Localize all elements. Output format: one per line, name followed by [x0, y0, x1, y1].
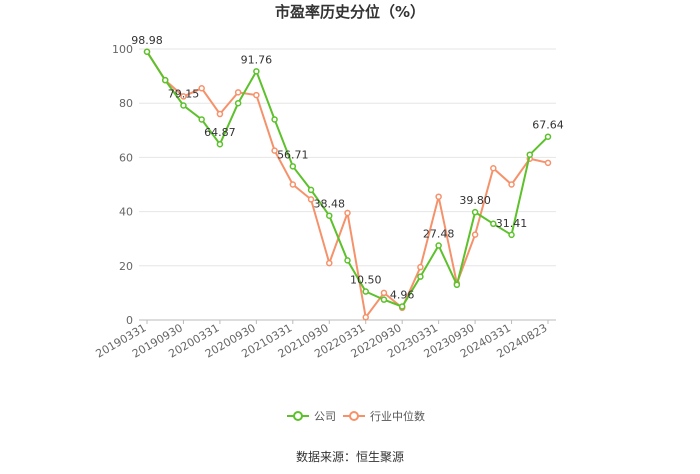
data-point [344, 209, 351, 217]
y-axis-ticks: 0 20 40 60 80 100 [112, 43, 133, 327]
legend-industry-median[interactable]: 行业中位数 [343, 409, 425, 423]
data-point [234, 99, 242, 107]
data-point [471, 208, 479, 216]
data-point [289, 181, 297, 188]
data-point [143, 48, 151, 56]
series-lines [143, 48, 552, 321]
data-point [453, 281, 461, 289]
y-tick-label: 60 [119, 151, 133, 164]
data-point [490, 164, 497, 172]
data-point [526, 151, 534, 158]
data-point [544, 159, 552, 167]
series-line [146, 51, 549, 320]
data-point [398, 303, 406, 310]
data-point [253, 91, 260, 99]
series-line [146, 51, 549, 308]
legend-label: 行业中位数 [370, 409, 425, 423]
y-tick-label: 100 [112, 43, 133, 56]
data-point [471, 231, 479, 238]
data-label: 27.48 [423, 228, 455, 241]
data-label: 79.15 [168, 88, 200, 101]
data-label: 98.98 [131, 34, 163, 47]
data-point [216, 140, 224, 148]
data-point [161, 76, 169, 84]
x-axis: 2019033120190930202003312020093020210331… [94, 319, 556, 361]
data-label: 38.48 [314, 198, 346, 211]
data-label: 31.41 [496, 217, 528, 230]
data-point [417, 273, 424, 280]
data-point [289, 163, 297, 170]
data-label: 10.50 [350, 274, 382, 287]
legend[interactable]: 公司 行业中位数 [287, 409, 425, 423]
legend-company[interactable]: 公司 [287, 410, 336, 423]
series-industry-median [143, 48, 552, 321]
legend-marker [349, 411, 359, 421]
data-label: 64.87 [204, 126, 236, 139]
data-point [508, 231, 515, 239]
data-point [253, 68, 260, 75]
legend-marker [293, 411, 303, 421]
y-tick-label: 80 [119, 97, 133, 110]
y-tick-label: 0 [126, 314, 133, 327]
data-point [180, 93, 187, 100]
data-label: 91.76 [241, 53, 273, 66]
data-label: 67.64 [532, 119, 564, 132]
data-point [326, 212, 333, 219]
data-point [435, 242, 442, 249]
data-point [544, 133, 552, 140]
series-company [143, 48, 552, 310]
y-tick-label: 20 [119, 260, 133, 273]
data-label: 56.71 [277, 148, 309, 161]
data-point [271, 116, 278, 123]
data-point [362, 314, 369, 321]
data-point [271, 147, 278, 154]
legend-label: 公司 [314, 410, 336, 423]
data-label: 4.96 [390, 289, 415, 302]
data-point [344, 257, 351, 264]
data-source: 数据来源：恒生聚源 [295, 450, 404, 464]
data-label: 39.80 [459, 194, 491, 207]
y-tick-label: 40 [119, 206, 133, 219]
data-point [307, 196, 315, 203]
data-point [307, 186, 315, 194]
data-point [234, 89, 242, 96]
data-point [490, 220, 497, 228]
data-point [435, 193, 442, 200]
data-point [508, 181, 515, 188]
data-point [362, 288, 369, 295]
data-point [198, 116, 205, 123]
data-point [326, 259, 333, 267]
data-point [417, 263, 424, 271]
data-labels: 98.98 79.15 64.87 91.76 56.71 38.48 10.50 4.96 2… [131, 34, 564, 302]
data-point [198, 85, 205, 92]
data-point [216, 110, 224, 118]
chart-title: 市盈率历史分位（%） [275, 3, 425, 21]
data-point [380, 296, 388, 303]
data-point [380, 289, 388, 297]
data-point [180, 102, 187, 109]
